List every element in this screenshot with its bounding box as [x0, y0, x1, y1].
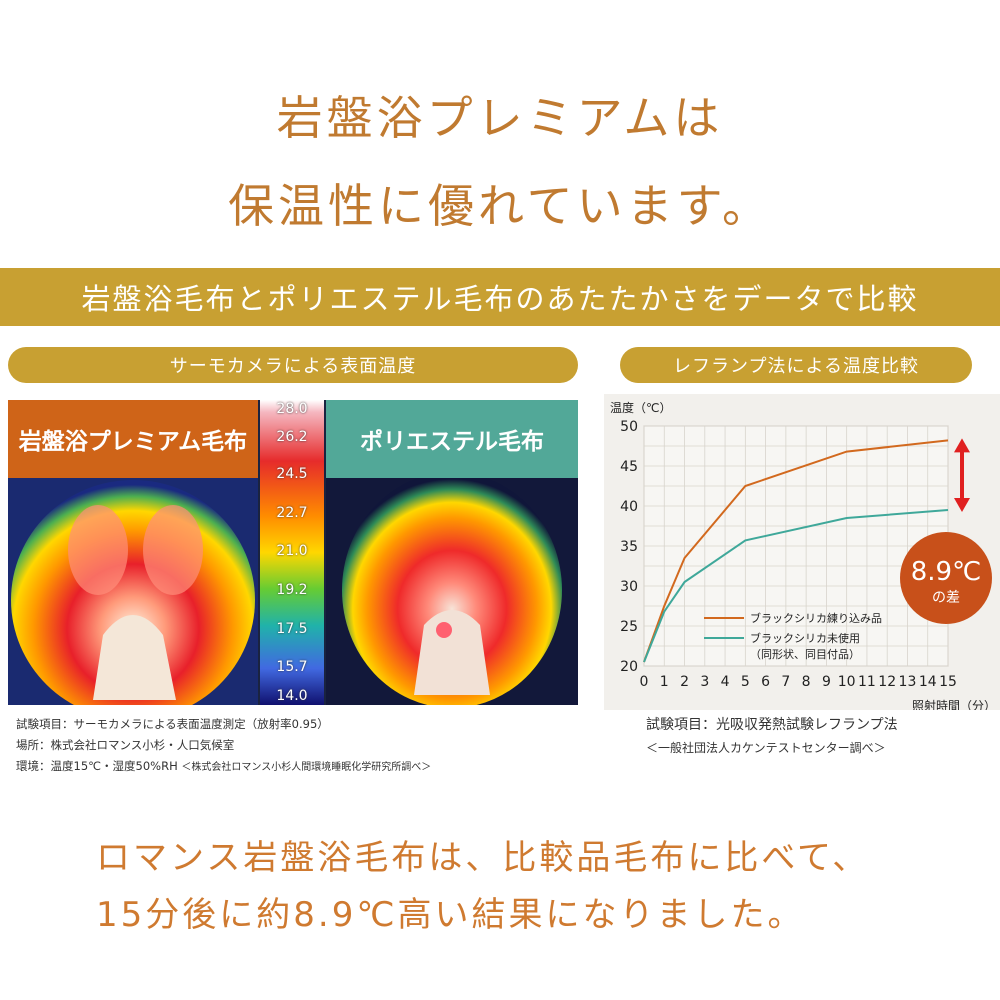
difference-arrow-head-up [954, 438, 970, 453]
scale-label: 22.7 [276, 505, 308, 521]
x-tick-label: 5 [741, 674, 750, 690]
scale-label: 21.0 [276, 543, 308, 559]
temperature-scale: 28.0 26.2 24.5 22.7 21.0 19.2 17.5 15.7 … [260, 400, 324, 705]
scale-label: 19.2 [276, 582, 308, 598]
thermal-image: 岩盤浴プレミアム毛布 28.0 26.2 24.5 22.7 21.0 19.2… [8, 400, 578, 705]
x-tick-label: 10 [838, 674, 856, 690]
conclusion-line-1: ロマンス岩盤浴毛布は、比較品毛布に比べて、 [96, 838, 870, 878]
thermal-panel-polyester: ポリエステル毛布 [326, 400, 578, 705]
y-axis-label: 温度（℃） [610, 400, 671, 415]
thermal-section-title: サーモカメラによる表面温度 [8, 347, 578, 383]
y-tick-label: 35 [620, 539, 638, 555]
y-tick-label: 45 [620, 459, 638, 475]
lamp-chart: 温度（℃） 20 25 30 35 40 45 50 0 1 2 3 4 5 6 7 8 9 10 11 12 13 14 1… [604, 394, 1000, 713]
headline-line-2: 保温性に優れています。 [227, 179, 773, 233]
thermal-note-3-main: 環境：温度15℃・湿度50%RH [16, 759, 178, 773]
scale-label: 14.0 [276, 688, 308, 704]
conclusion-line-2: 15分後に約8.9℃高い結果になりました。 [96, 895, 805, 935]
lamp-note-1: 試験項目：光吸収発熱試験レフランプ法 [646, 717, 898, 733]
x-tick-label: 11 [858, 674, 876, 690]
x-tick-label: 13 [899, 674, 917, 690]
y-tick-label: 40 [620, 499, 638, 515]
thermal-note-2: 場所：株式会社ロマンス小杉・人口気候室 [16, 738, 235, 752]
series-line-2 [643, 509, 949, 663]
legend-label-sub: （同形状、同目付品） [750, 647, 860, 661]
thermal-note-3-sub: ＜株式会社ロマンス小杉人間環境睡眠化学研究所調べ＞ [181, 762, 432, 773]
x-tick-label: 14 [919, 674, 937, 690]
lamp-note-2: ＜一般社団法人カケンテストセンター調べ＞ [646, 741, 886, 755]
x-tick-label: 4 [721, 674, 730, 690]
legend-label: ブラックシリカ練り込み品 [750, 611, 882, 625]
y-tick-label: 25 [620, 619, 638, 635]
x-tick-label: 12 [878, 674, 896, 690]
scale-label: 17.5 [276, 621, 308, 637]
series-line-1 [643, 439, 949, 663]
legend-label: ブラックシリカ未使用 [750, 631, 860, 645]
difference-caption: の差 [932, 590, 960, 606]
difference-arrow-head-down [954, 498, 970, 512]
scale-label: 15.7 [276, 659, 308, 675]
comparison-banner: 岩盤浴毛布とポリエステル毛布のあたたかさをデータで比較 [0, 268, 1000, 326]
lamp-section-title: レフランプ法による温度比較 [620, 347, 972, 383]
thermal-label-polyester: ポリエステル毛布 [326, 400, 578, 478]
x-tick-label: 0 [640, 674, 649, 690]
scale-label: 26.2 [276, 429, 308, 445]
scale-label: 28.0 [276, 401, 308, 417]
x-axis-label: 照射時間（分） [912, 698, 996, 710]
thermal-label-premium: 岩盤浴プレミアム毛布 [8, 400, 258, 478]
y-tick-label: 20 [620, 659, 638, 675]
x-tick-label: 8 [802, 674, 811, 690]
scale-label: 24.5 [276, 466, 308, 482]
thermal-notes: 試験項目：サーモカメラによる表面温度測定（放射率0.95） 場所：株式会社ロマン… [16, 714, 431, 778]
x-tick-label: 6 [761, 674, 770, 690]
x-tick-label: 15 [939, 674, 957, 690]
y-tick-label: 30 [620, 579, 638, 595]
x-tick-label: 3 [700, 674, 709, 690]
headline-line-1: 岩盤浴プレミアムは [276, 91, 724, 145]
thermal-note-1: 試験項目：サーモカメラによる表面温度測定（放射率0.95） [16, 717, 329, 731]
x-tick-label: 7 [781, 674, 790, 690]
x-tick-label: 9 [822, 674, 831, 690]
y-tick-label: 50 [620, 419, 638, 435]
lamp-notes: 試験項目：光吸収発熱試験レフランプ法 ＜一般社団法人カケンテストセンター調べ＞ [646, 714, 898, 760]
x-tick-label: 2 [680, 674, 689, 690]
thermal-panel-premium: 岩盤浴プレミアム毛布 [8, 400, 258, 705]
difference-value: 8.9℃ [911, 557, 982, 587]
x-tick-label: 1 [660, 674, 669, 690]
difference-badge [900, 532, 992, 624]
thermal-note-3: 環境：温度15℃・湿度50%RH ＜株式会社ロマンス小杉人間環境睡眠化学研究所調… [16, 756, 431, 778]
